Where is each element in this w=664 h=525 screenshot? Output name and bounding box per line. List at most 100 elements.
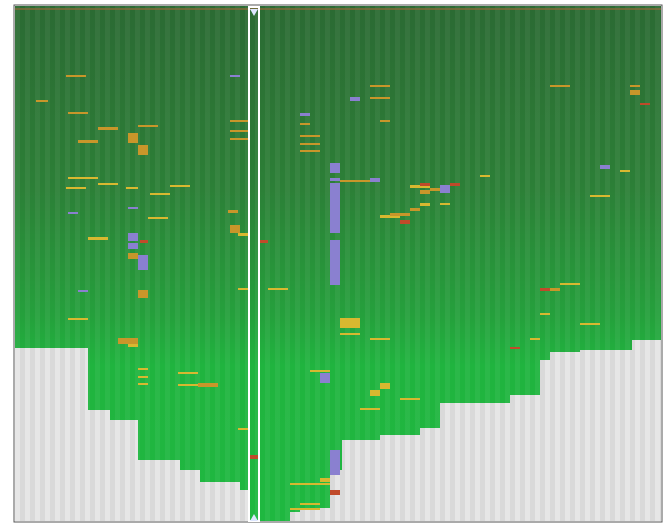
- empty-column: [15, 348, 88, 521]
- empty-column: [540, 360, 550, 521]
- feature: [600, 165, 610, 169]
- feature: [560, 283, 580, 285]
- feature: [300, 150, 320, 152]
- feature: [300, 143, 320, 145]
- feature: [620, 170, 630, 172]
- feature: [630, 90, 640, 95]
- feature: [230, 130, 248, 132]
- feature: [36, 100, 48, 102]
- feature: [370, 85, 390, 87]
- empty-column: [138, 460, 180, 521]
- feature: [260, 240, 268, 243]
- feature: [640, 103, 650, 105]
- feature: [370, 390, 380, 396]
- feature: [98, 127, 118, 130]
- empty-column: [240, 490, 249, 521]
- feature: [300, 123, 310, 125]
- feature: [198, 383, 218, 387]
- feature: [440, 203, 450, 205]
- feature: [360, 408, 380, 410]
- feature: [630, 85, 640, 87]
- feature: [380, 215, 400, 218]
- feature: [330, 450, 340, 475]
- feature: [88, 237, 108, 240]
- feature: [320, 478, 330, 482]
- feature: [138, 125, 158, 127]
- feature: [390, 213, 410, 216]
- feature: [420, 190, 430, 194]
- feature: [128, 243, 138, 249]
- feature: [420, 203, 430, 206]
- feature: [138, 376, 148, 378]
- feature: [400, 220, 410, 224]
- feature: [540, 313, 550, 315]
- selection-marker-bottom: [250, 514, 258, 521]
- empty-column: [632, 340, 661, 521]
- feature: [530, 338, 540, 340]
- feature: [370, 97, 390, 99]
- feature: [540, 288, 550, 291]
- feature: [510, 347, 520, 349]
- feature: [420, 183, 430, 186]
- feature: [128, 344, 138, 347]
- feature: [440, 185, 450, 193]
- feature: [300, 503, 320, 505]
- feature: [68, 177, 98, 179]
- empty-column: [200, 482, 240, 521]
- empty-column: [510, 395, 540, 521]
- feature: [230, 120, 250, 122]
- feature: [330, 490, 340, 495]
- empty-column: [330, 470, 342, 521]
- feature: [330, 178, 340, 181]
- feature: [68, 112, 88, 114]
- feature: [138, 383, 148, 385]
- empty-column: [88, 410, 110, 521]
- empty-area: [15, 340, 661, 521]
- feature: [340, 333, 360, 335]
- feature: [126, 187, 138, 189]
- feature: [330, 163, 340, 173]
- feature: [138, 145, 148, 155]
- feature: [400, 398, 420, 400]
- feature: [450, 183, 460, 186]
- feature: [410, 185, 430, 188]
- feature: [350, 97, 360, 101]
- feature: [140, 240, 148, 243]
- feature: [138, 255, 148, 270]
- feature: [330, 240, 340, 285]
- feature: [128, 233, 138, 241]
- feature: [238, 233, 248, 236]
- feature: [230, 138, 248, 140]
- feature: [268, 288, 288, 290]
- empty-column: [380, 435, 420, 521]
- empty-column: [300, 508, 330, 521]
- feature: [238, 428, 248, 430]
- feature: [330, 183, 340, 233]
- empty-column: [110, 420, 138, 521]
- features: [36, 75, 650, 510]
- feature: [550, 85, 570, 87]
- feature: [370, 178, 380, 182]
- feature: [68, 318, 88, 320]
- feature: [230, 75, 240, 77]
- feature: [138, 290, 148, 298]
- feature: [300, 135, 320, 137]
- feature: [98, 183, 118, 185]
- selection-marker-top: [250, 9, 258, 16]
- feature: [230, 225, 240, 233]
- feature: [228, 210, 238, 213]
- feature: [590, 195, 610, 197]
- feature: [66, 187, 86, 189]
- feature: [430, 188, 440, 191]
- feature: [340, 318, 360, 328]
- feature: [128, 133, 138, 143]
- feature: [150, 193, 170, 195]
- feature: [178, 384, 198, 386]
- feature: [170, 185, 190, 187]
- feature: [78, 290, 88, 292]
- feature: [480, 175, 490, 177]
- feature: [380, 383, 390, 389]
- feature: [410, 208, 420, 211]
- empty-column: [420, 428, 440, 521]
- feature: [340, 180, 370, 182]
